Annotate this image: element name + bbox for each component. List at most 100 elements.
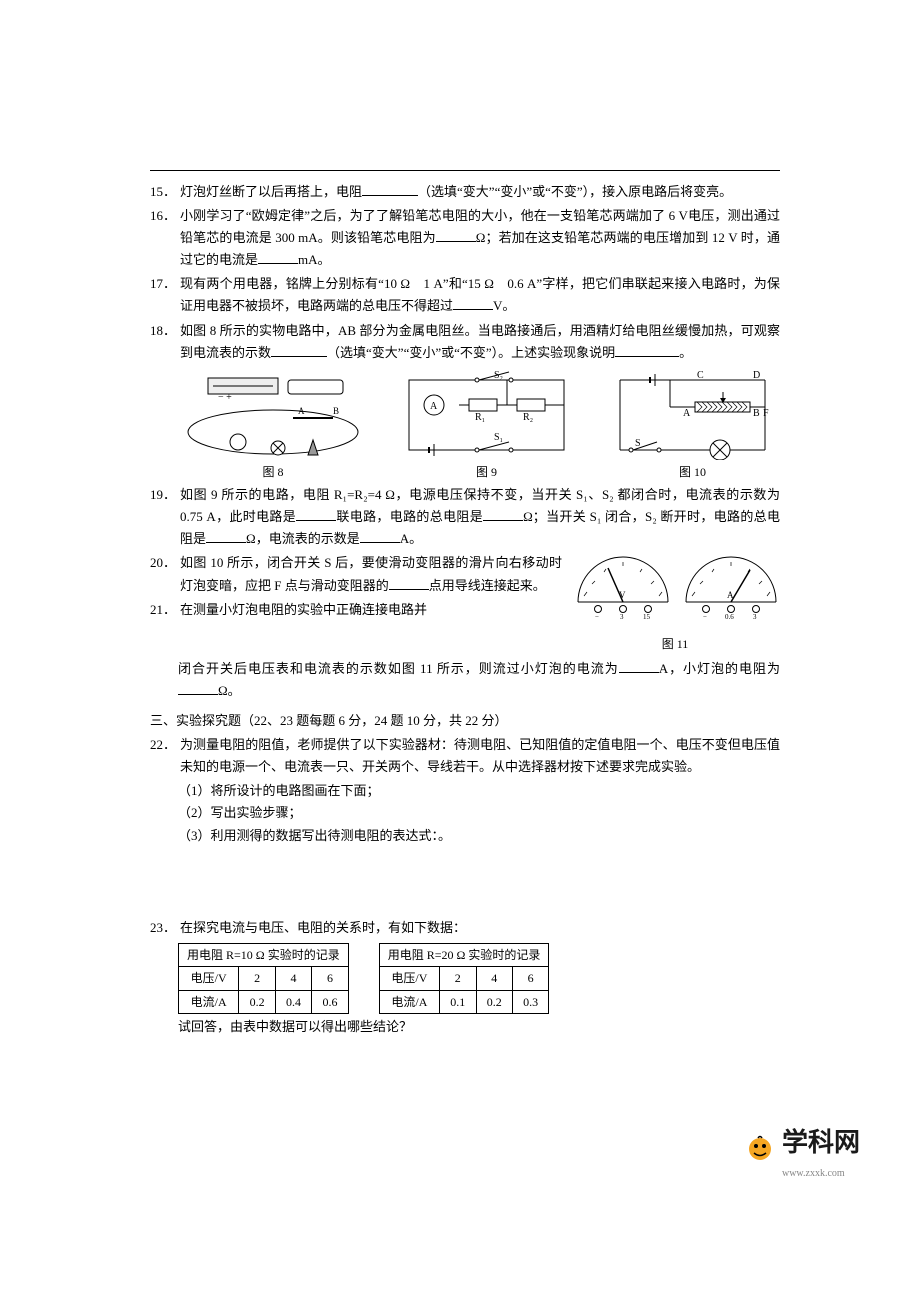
text: （选填“变大”“变小”或“不变”），接入原电路后将变亮。 — [418, 184, 732, 199]
question-number: 17． — [150, 273, 180, 317]
cell: 电压/V — [179, 967, 239, 990]
figure-10: C D A B F S 图 10 — [605, 370, 780, 482]
text: A，小灯泡的电阻为 — [659, 661, 780, 676]
fill-blank[interactable] — [436, 229, 476, 242]
question-19: 19． 如图 9 所示的电路，电阻 R₁=R₂=4 Ω，电源电压保持不变，当开关… — [150, 484, 780, 550]
question-text: 如图 10 所示，闭合开关 S 后，要使滑动变阻器的滑片向右移动时灯泡变暗，应把… — [180, 552, 562, 596]
figure-9: A S₂ R₁ R₂ S₁ 图 9 — [399, 370, 574, 482]
question-number: 21． — [150, 599, 180, 621]
question-text: 在测量小灯泡电阻的实验中正确连接电路并 — [180, 599, 562, 621]
fill-blank[interactable] — [258, 251, 298, 264]
figure-11: V − 3 15 A — [570, 554, 780, 653]
question-16: 16． 小刚学习了“欧姆定律”之后，为了了解铅笔芯电阻的大小，他在一支铅笔芯两端… — [150, 205, 780, 271]
text: 。 — [679, 345, 692, 360]
text: （选填“变大”“变小”或“不变”）。上述实验现象说明 — [327, 345, 615, 360]
question-text: 小刚学习了“欧姆定律”之后，为了了解铅笔芯电阻的大小，他在一支铅笔芯两端加了 6… — [180, 205, 780, 271]
svg-text:A: A — [683, 408, 691, 419]
figure-row: − + A B 图 8 A S₂ R₁ R₂ — [178, 370, 780, 482]
fill-blank[interactable] — [389, 577, 429, 590]
question-17: 17． 现有两个用电器，铭牌上分别标有“10 Ω 1 A”和“15 Ω 0.6 … — [150, 273, 780, 317]
text: Ω，电流表的示数是 — [246, 531, 360, 546]
question-text: 灯泡灯丝断了以后再搭上，电阻（选填“变大”“变小”或“不变”），接入原电路后将变… — [180, 181, 780, 203]
figure-caption: 图 11 — [570, 634, 780, 654]
fill-blank[interactable] — [206, 530, 246, 543]
cell: 0.3 — [512, 990, 548, 1013]
svg-text:0.6: 0.6 — [725, 613, 734, 621]
cell: 2 — [440, 967, 476, 990]
text: 闭合开关后电压表和电流表的示数如图 11 所示，则流过小灯泡的电流为 — [178, 661, 619, 676]
meters-icon: V − 3 15 A — [570, 554, 780, 624]
svg-text:D: D — [753, 370, 760, 381]
figure-caption: 图 10 — [679, 462, 706, 482]
fill-blank[interactable] — [271, 344, 327, 357]
top-rule — [150, 170, 780, 171]
cell: 0.4 — [275, 990, 311, 1013]
table-title: 用电阻 R=10 Ω 实验时的记录 — [179, 943, 349, 966]
text: 为测量电阻的阻值，老师提供了以下实验器材：待测电阻、已知阻值的定值电阻一个、电压… — [180, 737, 780, 774]
fill-blank[interactable] — [619, 660, 659, 673]
document-page: 15． 灯泡灯丝断了以后再搭上，电阻（选填“变大”“变小”或“不变”），接入原电… — [0, 0, 920, 1078]
cell: 电压/V — [379, 967, 439, 990]
question-number: 16． — [150, 205, 180, 271]
question-text: 如图 9 所示的电路，电阻 R₁=R₂=4 Ω，电源电压保持不变，当开关 S₁、… — [180, 484, 780, 550]
cell: 0.2 — [476, 990, 512, 1013]
fill-blank[interactable] — [362, 183, 418, 196]
svg-text:A: A — [298, 406, 305, 416]
svg-text:−: − — [703, 613, 707, 621]
svg-text:B: B — [333, 406, 339, 416]
question-number: 23． — [150, 917, 180, 939]
fill-blank[interactable] — [453, 297, 493, 310]
svg-text:F: F — [763, 408, 769, 419]
fill-blank[interactable] — [483, 508, 523, 521]
circuit-fig8-icon: − + A B — [178, 370, 368, 460]
cell: 2 — [239, 967, 275, 990]
logo-brand: 学科网 — [782, 1121, 860, 1165]
question-text: 闭合开关后电压表和电流表的示数如图 11 所示，则流过小灯泡的电流为 A，小灯泡的… — [178, 658, 780, 702]
table-row: 电流/A 0.1 0.2 0.3 — [379, 990, 549, 1013]
question-text: 如图 8 所示的实物电路中，AB 部分为金属电阻丝。当电路接通后，用酒精灯给电阻… — [180, 320, 780, 364]
q22-sub1: （1）将所设计的电路图画在下面； — [178, 780, 780, 802]
table-row: 电压/V 2 4 6 — [379, 967, 549, 990]
question-23: 23． 在探究电流与电压、电阻的关系时，有如下数据： — [150, 917, 780, 939]
q23-footer: 试回答，由表中数据可以得出哪些结论？ — [178, 1016, 780, 1038]
fill-blank[interactable] — [360, 530, 400, 543]
figure-8: − + A B 图 8 — [178, 370, 368, 482]
text: 联电路，电路的总电阻是 — [336, 509, 483, 524]
question-text: 现有两个用电器，铭牌上分别标有“10 Ω 1 A”和“15 Ω 0.6 A”字样… — [180, 273, 780, 317]
cell: 6 — [312, 967, 348, 990]
question-number: 19． — [150, 484, 180, 550]
cell: 4 — [476, 967, 512, 990]
table-row: 电压/V 2 4 6 — [179, 967, 349, 990]
figure-caption: 图 8 — [262, 462, 283, 482]
cell: 0.1 — [440, 990, 476, 1013]
svg-text:R₁: R₁ — [475, 412, 485, 423]
svg-text:V: V — [619, 590, 626, 600]
svg-text:−: − — [595, 613, 599, 621]
question-number: 22． — [150, 734, 180, 778]
svg-text:C: C — [697, 370, 704, 381]
spacer — [150, 847, 780, 917]
fill-blank[interactable] — [178, 682, 218, 695]
question-text: 在探究电流与电压、电阻的关系时，有如下数据： — [180, 917, 780, 939]
cell: 0.2 — [239, 990, 275, 1013]
logo-text-block: 学科网 www.zxxk.com — [782, 1121, 860, 1182]
question-21-cont: 闭合开关后电压表和电流表的示数如图 11 所示，则流过小灯泡的电流为 A，小灯泡的… — [150, 658, 780, 702]
fill-blank[interactable] — [615, 344, 679, 357]
circuit-fig10-icon: C D A B F S — [605, 370, 780, 460]
question-number: 18． — [150, 320, 180, 364]
table-row: 电流/A 0.2 0.4 0.6 — [179, 990, 349, 1013]
logo-url: www.zxxk.com — [782, 1165, 860, 1182]
q22-sub3: （3）利用测得的数据写出待测电阻的表达式：。 — [178, 825, 780, 847]
question-18: 18． 如图 8 所示的实物电路中，AB 部分为金属电阻丝。当电路接通后，用酒精… — [150, 320, 780, 364]
tables-row: 用电阻 R=10 Ω 实验时的记录 电压/V 2 4 6 电流/A 0.2 0.… — [178, 943, 780, 1014]
fill-blank[interactable] — [296, 508, 336, 521]
cell: 电流/A — [179, 990, 239, 1013]
question-15: 15． 灯泡灯丝断了以后再搭上，电阻（选填“变大”“变小”或“不变”），接入原电… — [150, 181, 780, 203]
question-number: 20． — [150, 552, 180, 596]
svg-text:B: B — [753, 408, 760, 419]
text: 点用导线连接起来。 — [429, 578, 546, 593]
svg-text:− +: − + — [218, 392, 232, 403]
svg-text:A: A — [727, 590, 734, 600]
question-20: 20． 如图 10 所示，闭合开关 S 后，要使滑动变阻器的滑片向右移动时灯泡变… — [150, 552, 562, 596]
watermark-logo: 学科网 www.zxxk.com — [744, 1121, 860, 1182]
